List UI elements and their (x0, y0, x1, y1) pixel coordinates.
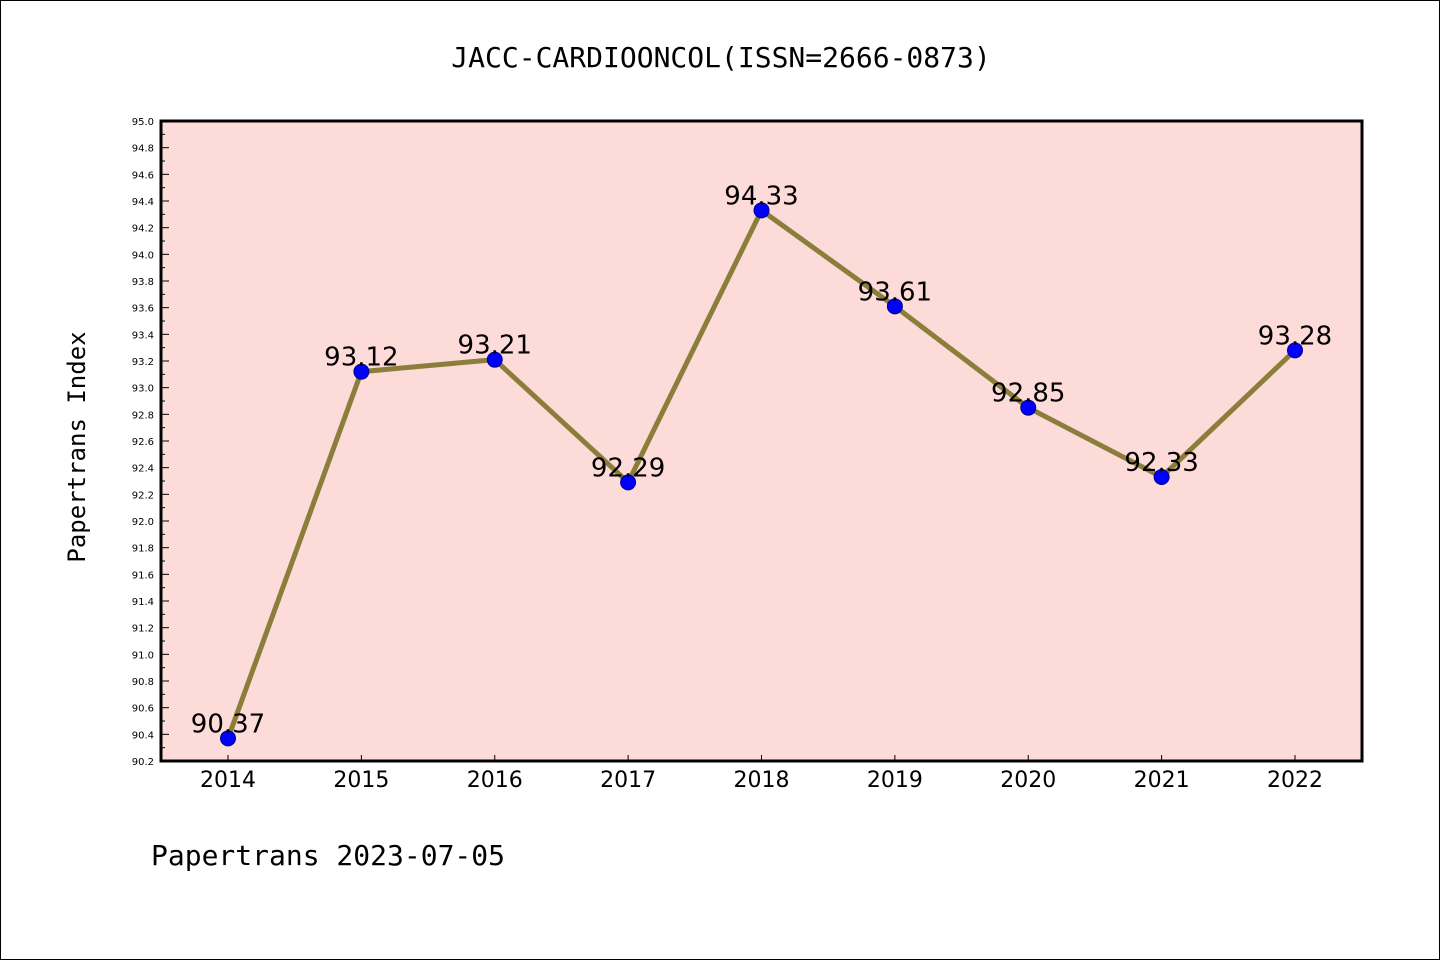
data-point (1153, 469, 1170, 485)
y-tick-label: 93.6 (132, 304, 154, 315)
data-label: 90.37 (191, 709, 265, 739)
data-label: 93.61 (858, 277, 932, 307)
y-tick-label: 92.0 (132, 517, 154, 528)
data-label: 92.85 (991, 379, 1065, 409)
y-tick-label: 93.8 (132, 277, 154, 288)
data-label: 92.29 (591, 453, 665, 483)
y-tick-label: 90.6 (132, 704, 154, 715)
x-tick-label: 2017 (600, 768, 656, 793)
x-tick-label: 2021 (1134, 768, 1190, 793)
y-tick-label: 94.6 (132, 170, 154, 181)
data-label: 93.12 (324, 343, 398, 373)
data-point (886, 298, 903, 315)
data-label: 94.33 (724, 181, 798, 211)
data-point (353, 363, 370, 380)
data-point (486, 351, 503, 368)
data-labels: 90.37 93.12 93.21 92.29 94.33 93.61 92.85 92.33… (191, 181, 1332, 739)
y-tick-label: 94.8 (132, 144, 154, 155)
y-tick-label: 90.8 (132, 677, 154, 688)
y-tick-label: 93.4 (132, 330, 154, 341)
y-tick-label: 93.2 (132, 357, 154, 368)
footer-date: Papertrans 2023-07-05 (151, 839, 505, 872)
data-label: 92.33 (1124, 448, 1198, 478)
y-tick-label: 94.0 (132, 250, 154, 261)
plot-area (161, 121, 1362, 761)
y-tick-label: 92.6 (132, 437, 154, 448)
y-tick-label: 94.4 (132, 197, 154, 208)
x-tick-label: 2016 (467, 768, 523, 793)
y-tick-label: 92.2 (132, 490, 154, 501)
x-tick-label: 2014 (200, 768, 256, 793)
y-tick-label: 94.2 (132, 224, 154, 235)
y-tick-label: 91.4 (132, 597, 154, 608)
y-axis-label: Papertrans Index (63, 331, 91, 562)
x-tick-label: 2020 (1000, 768, 1056, 793)
data-point (753, 202, 770, 219)
data-point (1287, 342, 1303, 359)
data-label: 93.28 (1258, 321, 1332, 351)
data-point (620, 474, 637, 491)
y-tick-label: 91.6 (132, 570, 154, 581)
y-tick-label: 91.0 (132, 650, 154, 661)
y-tick-label: 91.2 (132, 624, 154, 635)
x-tick-label: 2022 (1267, 768, 1323, 793)
x-axis-ticks: 2014 2015 2016 2017 2018 2019 2020 2021 2022 (200, 755, 1323, 793)
data-markers (220, 202, 1303, 747)
x-tick-label: 2018 (734, 768, 790, 793)
y-tick-label: 92.8 (132, 410, 154, 421)
y-tick-label: 90.4 (132, 730, 154, 741)
data-point (220, 730, 236, 747)
y-tick-label: 95.0 (132, 117, 154, 128)
x-tick-label: 2019 (867, 768, 923, 793)
x-tick-label: 2015 (333, 768, 389, 793)
y-tick-label: 92.4 (132, 464, 154, 475)
data-label: 93.21 (458, 331, 532, 361)
chart-title: JACC-CARDIOONCOL(ISSN=2666-0873) (451, 41, 990, 74)
data-point (1020, 399, 1037, 416)
y-tick-label: 90.2 (132, 757, 154, 768)
y-tick-label: 91.8 (132, 544, 154, 555)
plot-border (159, 119, 1364, 763)
y-tick-label: 93.0 (132, 384, 154, 395)
